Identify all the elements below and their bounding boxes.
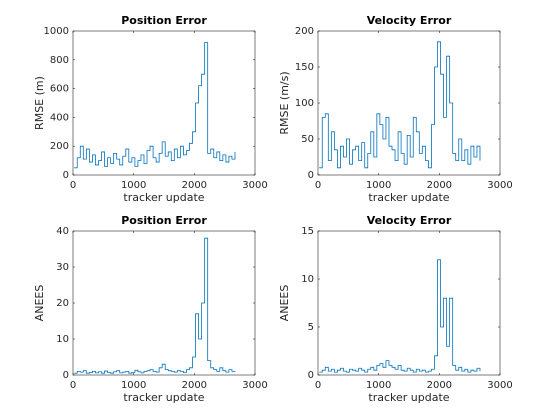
x-axis-label: tracker update — [368, 391, 449, 404]
y-tick-label: 1000 — [44, 26, 69, 37]
y-tick-label: 0 — [63, 370, 69, 381]
x-axis-label: tracker update — [123, 391, 204, 404]
axes-title: Velocity Error — [367, 214, 452, 227]
x-axis-label: tracker update — [368, 191, 449, 204]
x-tick-label: 3000 — [487, 180, 512, 191]
y-tick-label: 200 — [50, 141, 69, 152]
x-tick-label: 2000 — [427, 180, 452, 191]
x-tick-label: 0 — [315, 380, 321, 391]
x-tick-label: 2000 — [182, 180, 207, 191]
y-axis-label: RMSE (m) — [33, 76, 46, 130]
data-line — [319, 259, 481, 373]
x-tick-label: 2000 — [182, 380, 207, 391]
x-tick-label: 0 — [70, 180, 76, 191]
y-tick-label: 50 — [301, 134, 314, 145]
y-tick-label: 0 — [308, 170, 314, 181]
data-line — [319, 41, 481, 169]
x-tick-label: 1000 — [366, 180, 391, 191]
x-tick-label: 0 — [70, 380, 76, 391]
y-tick-label: 40 — [56, 226, 69, 237]
y-tick-label: 30 — [56, 262, 69, 273]
y-axis-label: RMSE (m/s) — [278, 71, 291, 134]
y-tick-label: 600 — [50, 84, 69, 95]
y-tick-label: 5 — [308, 322, 314, 333]
y-tick-label: 10 — [56, 334, 69, 345]
x-tick-label: 1000 — [366, 380, 391, 391]
data-line — [74, 237, 236, 374]
y-tick-label: 150 — [295, 62, 314, 73]
y-tick-label: 400 — [50, 112, 69, 123]
x-tick-label: 1000 — [121, 180, 146, 191]
data-line — [74, 42, 236, 169]
x-tick-label: 3000 — [242, 380, 267, 391]
axes-background — [318, 31, 500, 175]
axes-background — [318, 231, 500, 375]
axes-title: Velocity Error — [367, 14, 452, 27]
x-tick-label: 1000 — [121, 380, 146, 391]
axes-background — [73, 231, 255, 375]
y-axis-label: ANEES — [33, 285, 46, 322]
y-tick-label: 0 — [308, 370, 314, 381]
axes-box — [72, 30, 256, 176]
x-tick-label: 0 — [315, 180, 321, 191]
y-tick-label: 100 — [295, 98, 314, 109]
x-axis-label: tracker update — [123, 191, 204, 204]
y-axis-label: ANEES — [278, 285, 291, 322]
y-tick-label: 200 — [295, 26, 314, 37]
axes-background — [73, 31, 255, 175]
axes-title: Position Error — [121, 214, 207, 227]
x-tick-label: 2000 — [427, 380, 452, 391]
x-tick-label: 3000 — [487, 380, 512, 391]
y-tick-label: 0 — [63, 170, 69, 181]
x-tick-label: 3000 — [242, 180, 267, 191]
axes-title: Position Error — [121, 14, 207, 27]
y-tick-label: 15 — [301, 226, 314, 237]
y-tick-label: 20 — [56, 298, 69, 309]
y-tick-label: 800 — [50, 55, 69, 66]
y-tick-label: 10 — [301, 274, 314, 285]
axes-box — [317, 230, 501, 376]
